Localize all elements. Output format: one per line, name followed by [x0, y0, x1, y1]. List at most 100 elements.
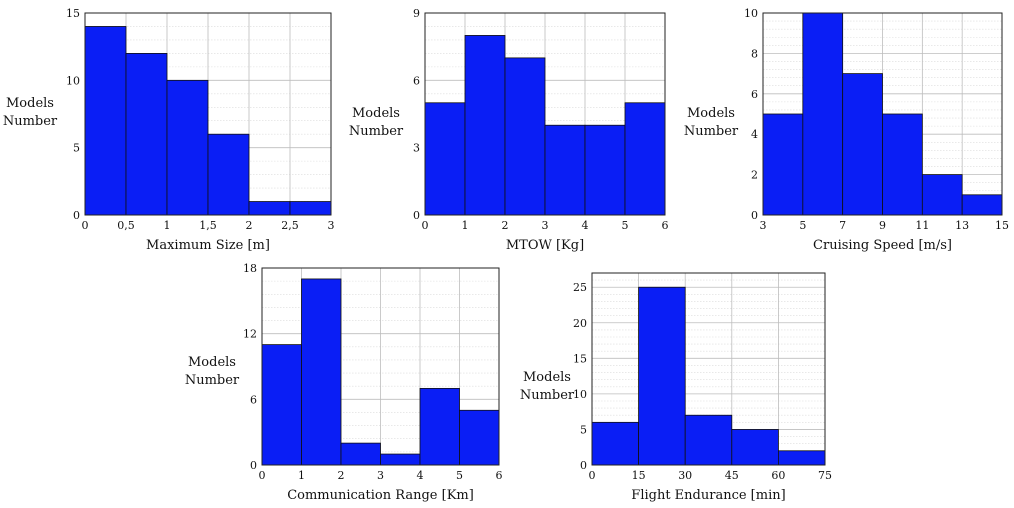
y-tick-label: 20: [573, 317, 587, 330]
chart-flight-endurance: 0 15 30 45 60 75 0 5 10 15 20 25 Flight Endurance [m…: [520, 272, 832, 503]
histogram-bar: [261, 344, 302, 466]
x-tick-label: 0: [422, 219, 429, 232]
y-tick-label: 0: [413, 209, 420, 222]
x-tick-label: 1: [298, 469, 305, 482]
x-tick-label: 7: [839, 219, 846, 232]
y-tick-label: 15: [573, 352, 587, 365]
x-tick-label: 2: [246, 219, 253, 232]
x-tick-label: 1: [462, 219, 469, 232]
y-tick-label: 15: [66, 7, 80, 20]
histogram-bar: [84, 26, 127, 216]
y-tick-label: 3: [413, 142, 420, 155]
y-axis-label: Number: [185, 373, 240, 388]
x-tick-label: 75: [818, 469, 832, 482]
y-tick-label: 10: [744, 7, 758, 20]
y-tick-label: 6: [250, 393, 257, 406]
y-tick-label: 5: [580, 423, 587, 436]
x-tick-label: 60: [771, 469, 785, 482]
x-tick-label: 3: [542, 219, 549, 232]
x-tick-label: 30: [678, 469, 692, 482]
histogram-bar: [459, 409, 500, 466]
y-tick-label: 10: [573, 388, 587, 401]
x-tick-label: 3: [377, 469, 384, 482]
histogram-bar: [424, 102, 466, 216]
y-axis-label: Models: [523, 370, 571, 385]
x-tick-label: 11: [915, 219, 929, 232]
y-axis-label: Number: [349, 124, 404, 139]
x-tick-label: 2: [338, 469, 345, 482]
x-tick-label: 15: [995, 219, 1009, 232]
histogram-bar: [961, 194, 1003, 216]
histogram-bar: [419, 387, 460, 466]
plot-frame: [261, 267, 500, 466]
y-tick-label: 6: [751, 88, 758, 101]
histogram-bar: [207, 133, 250, 216]
x-tick-label: 5: [456, 469, 463, 482]
histogram-bar: [464, 35, 506, 216]
y-tick-label: 25: [573, 281, 587, 294]
x-tick-label: 5: [799, 219, 806, 232]
histogram-bar: [778, 450, 826, 466]
histogram-bar: [638, 286, 686, 466]
histogram-bar: [125, 53, 168, 216]
x-tick-label: 3: [760, 219, 767, 232]
y-tick-label: 8: [751, 47, 758, 60]
y-tick-label: 6: [413, 74, 420, 87]
histogram-bar: [921, 174, 963, 216]
histogram-bar: [380, 453, 421, 466]
x-tick-label: 0: [259, 469, 266, 482]
plot-frame: [591, 272, 826, 466]
x-tick-label: 4: [417, 469, 424, 482]
chart-mtow: 0 1 2 3 4 5 6 0 3 6 9 MTOW [Kg] Models Number: [349, 7, 669, 253]
histogram-bar: [544, 124, 586, 216]
x-tick-label: 6: [496, 469, 503, 482]
histogram-bar: [504, 57, 546, 216]
histogram-bar: [802, 12, 844, 216]
x-tick-label: 6: [662, 219, 669, 232]
y-tick-label: 0: [250, 459, 257, 472]
histogram-bar: [624, 102, 666, 216]
histogram-bar: [289, 201, 332, 216]
x-tick-label: 9: [879, 219, 886, 232]
x-tick-label: 2,5: [281, 219, 299, 232]
y-axis-label: Number: [520, 388, 575, 403]
histogram-bar: [882, 113, 923, 216]
histogram-bar: [340, 442, 381, 466]
y-tick-label: 18: [243, 262, 257, 275]
x-axis-label: Communication Range [Km]: [287, 488, 474, 503]
x-tick-label: 13: [955, 219, 969, 232]
histogram-bar: [731, 429, 779, 466]
x-axis-label: Flight Endurance [min]: [631, 488, 785, 503]
x-axis-label: MTOW [Kg]: [506, 238, 584, 253]
plot-frame: [762, 12, 1003, 216]
y-tick-label: 4: [751, 128, 758, 141]
x-tick-label: 1,5: [199, 219, 217, 232]
x-tick-label: 45: [725, 469, 739, 482]
x-tick-label: 15: [632, 469, 646, 482]
histogram-bar: [591, 421, 639, 466]
y-axis-label: Models: [188, 355, 236, 370]
x-tick-label: 0,5: [117, 219, 135, 232]
y-tick-label: 0: [580, 459, 587, 472]
y-tick-label: 5: [73, 142, 80, 155]
x-axis-label: Maximum Size [m]: [146, 238, 270, 253]
x-tick-label: 3: [328, 219, 335, 232]
y-axis-label: Models: [6, 96, 54, 111]
y-tick-label: 12: [243, 328, 257, 341]
x-tick-label: 1: [164, 219, 171, 232]
y-tick-label: 10: [66, 74, 80, 87]
histogram-bar: [301, 278, 342, 466]
y-axis-label: Models: [352, 106, 400, 121]
histogram-bar: [842, 73, 883, 216]
plot-frame: [424, 12, 666, 216]
x-tick-label: 0: [589, 469, 596, 482]
x-tick-label: 2: [502, 219, 509, 232]
y-axis-label: Models: [687, 106, 735, 121]
x-axis-label: Cruising Speed [m/s]: [813, 238, 952, 253]
x-tick-label: 0: [82, 219, 89, 232]
y-tick-label: 9: [413, 7, 420, 20]
histogram-bar: [762, 113, 804, 216]
y-tick-label: 0: [73, 209, 80, 222]
chart-cruising-speed: 3 5 7 9 11 13 15 0 2 4 6 8 10 Cruising Speed [m/s] Mod…: [684, 7, 1009, 253]
